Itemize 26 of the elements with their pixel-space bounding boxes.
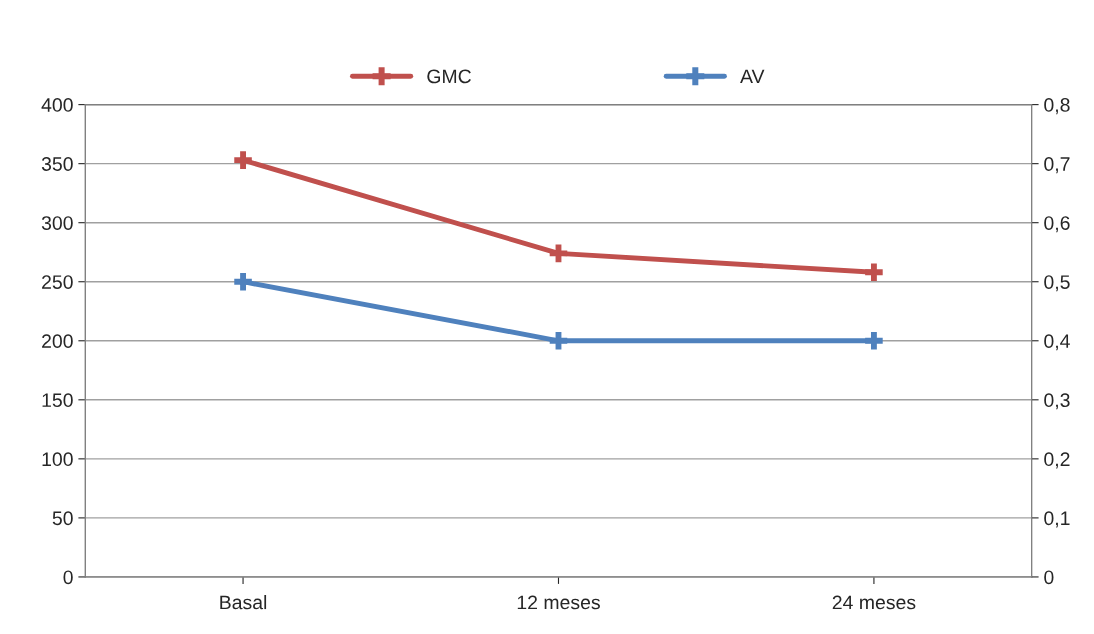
point (549, 244, 568, 263)
y2-tick-label: 0,8 (1044, 98, 1070, 115)
y-tick-label: 0 (63, 570, 73, 585)
x-tick-label: 12 meses (517, 595, 600, 610)
y2-tick-label: 0,5 (1044, 275, 1070, 292)
y2-tick-label: 0 (1044, 570, 1054, 585)
y2-tick-label: 0,1 (1044, 511, 1070, 528)
x-tick-label: Basal (220, 595, 267, 610)
y2-tick-label: 0,3 (1044, 393, 1070, 410)
y-tick-label: 400 (41, 98, 73, 112)
y-tick-label: 150 (42, 393, 73, 408)
y-tick-label: 200 (42, 334, 73, 349)
y-tick-label: 100 (42, 452, 73, 467)
y-tick-label: 350 (41, 157, 73, 171)
y2-tick-label: 0,2 (1044, 452, 1070, 469)
point (865, 263, 883, 282)
legend-label: AV (740, 69, 765, 84)
x-tick-label: 24 meses (832, 595, 916, 610)
y2-tick-label: 0,4 (1044, 334, 1070, 351)
point (234, 151, 252, 169)
y2-tick-label: 0,6 (1044, 216, 1070, 233)
y-tick-label: 300 (41, 216, 73, 230)
y-tick-label: 250 (42, 275, 73, 289)
y2-tick-label: 0,7 (1044, 157, 1070, 174)
legend-label: GMC (427, 69, 471, 84)
y-tick-label: 50 (52, 511, 73, 526)
